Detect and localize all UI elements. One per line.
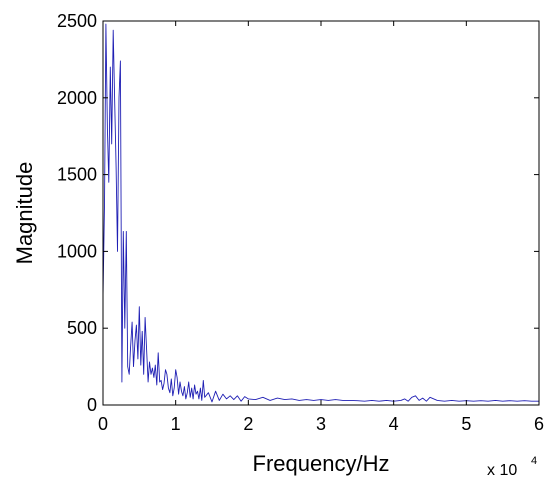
series-line-0: [102, 23, 539, 403]
x-axis: 0 1 2 3 4 5 6: [98, 21, 544, 434]
y-axis-title: Magnitude: [12, 162, 37, 265]
x-axis-multiplier-exponent: 4: [531, 455, 537, 467]
x-axis-multiplier: x 10: [487, 462, 517, 479]
series-layer: [102, 23, 539, 403]
y-tick-label: 2000: [57, 88, 97, 108]
y-tick-label: 1500: [57, 165, 97, 185]
y-axis: 0 500 1000 1500 2000 2500: [57, 11, 539, 415]
x-tick-label: 4: [389, 414, 399, 434]
x-tick-label: 0: [98, 414, 108, 434]
x-tick-label: 1: [171, 414, 181, 434]
x-tick-label: 6: [534, 414, 544, 434]
x-tick-label: 3: [316, 414, 326, 434]
x-axis-title: Frequency/Hz: [253, 451, 390, 476]
y-tick-label: 500: [67, 318, 97, 338]
plot-area: [103, 21, 539, 405]
x-tick-label: 5: [461, 414, 471, 434]
y-tick-label: 0: [87, 395, 97, 415]
x-tick-label: 2: [243, 414, 253, 434]
y-tick-label: 1000: [57, 241, 97, 261]
y-tick-label: 2500: [57, 11, 97, 31]
